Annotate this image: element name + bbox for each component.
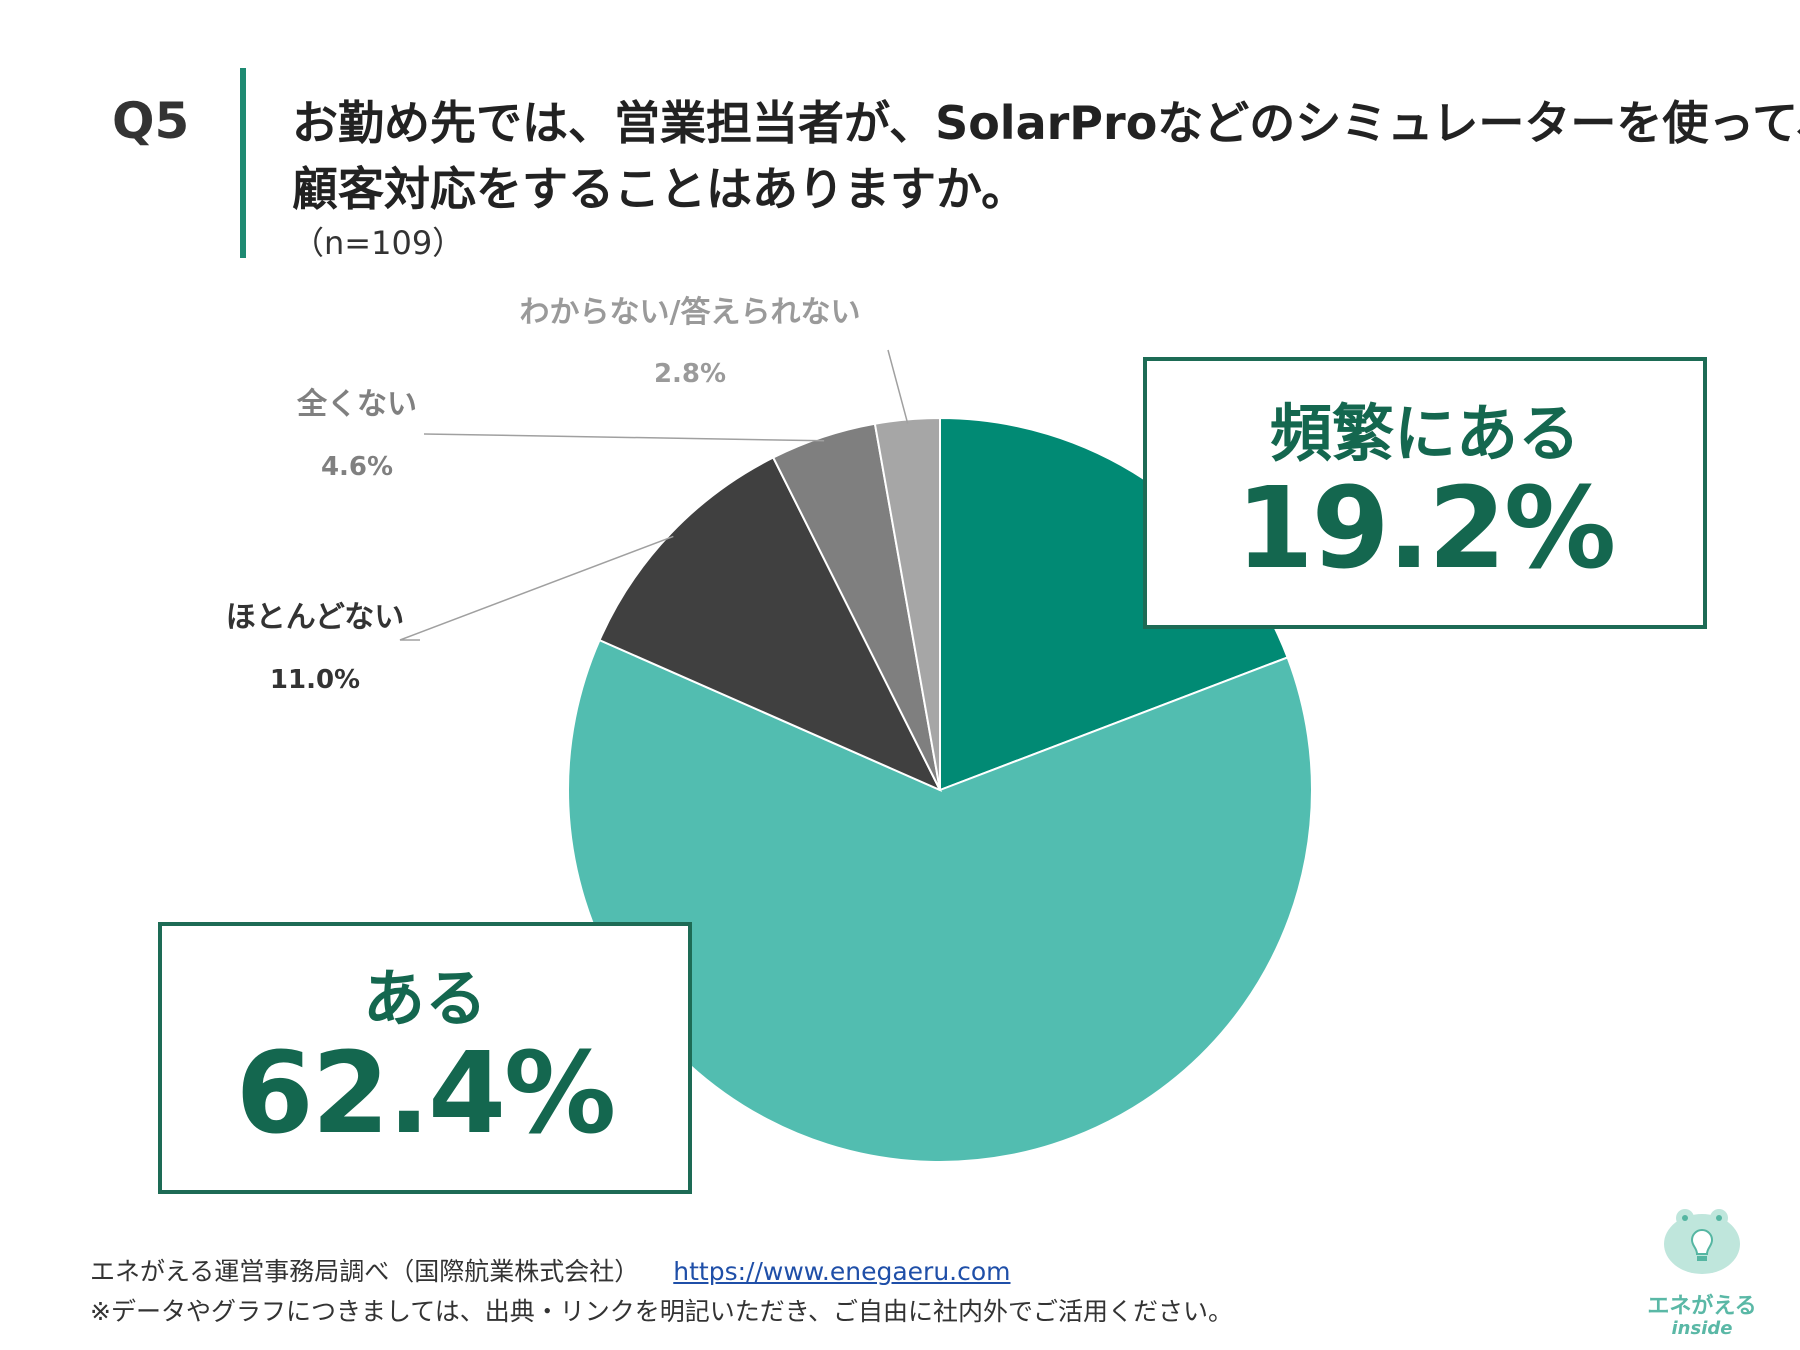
frog-bulb-icon bbox=[1664, 1209, 1740, 1274]
footer-source-line: エネがえる運営事務局調べ（国際航業株式会社） https://www.enegae… bbox=[90, 1252, 1233, 1292]
question-title-line-2: 顧客対応をすることはありますか。 bbox=[292, 162, 1028, 216]
callout-aru-label: ある bbox=[362, 962, 487, 1035]
slice-label-5: わからない/答えられない bbox=[520, 295, 861, 330]
slice-label-4: 全くない bbox=[296, 387, 417, 422]
footer-link[interactable]: https://www.enegaeru.com bbox=[673, 1257, 1011, 1286]
callout-frequent-label: 頻繁にある bbox=[1269, 397, 1580, 470]
question-number: Q5 bbox=[112, 92, 190, 150]
callout-frequent-value: 19.2% bbox=[1235, 464, 1617, 594]
leader-line-4 bbox=[423, 433, 825, 442]
logo-sub: inside bbox=[1671, 1318, 1733, 1339]
footer: エネがえる運営事務局調べ（国際航業株式会社） https://www.enegae… bbox=[90, 1252, 1233, 1332]
slice-label-3: ほとんどない bbox=[226, 600, 405, 635]
slice-value-3: 11.0% bbox=[270, 665, 360, 695]
callout-aru-value: 62.4% bbox=[235, 1029, 617, 1159]
leader-line-5 bbox=[887, 349, 909, 424]
question-title-line-1: お勤め先では、営業担当者が、SolarProなどのシミュレーターを使って、 bbox=[292, 96, 1800, 150]
footer-note: ※データやグラフにつきましては、出典・リンクを明記いただき、ご自由に社内外でご活… bbox=[90, 1297, 1233, 1326]
callout-aru: ある 62.4% bbox=[158, 922, 692, 1194]
pie-slice-2 bbox=[567, 638, 1313, 1163]
sample-size: （n=109） bbox=[292, 224, 465, 262]
leader-line-3 bbox=[399, 535, 674, 641]
brand-logo: エネがえる inside bbox=[1632, 1200, 1772, 1339]
slice-value-4: 4.6% bbox=[321, 452, 393, 482]
callout-frequent: 頻繁にある 19.2% bbox=[1143, 357, 1707, 629]
slice-value-5: 2.8% bbox=[654, 359, 726, 389]
logo-brand: エネがえる bbox=[1647, 1294, 1757, 1319]
pie-slice-3 bbox=[598, 456, 943, 793]
question-title: お勤め先では、営業担当者が、SolarProなどのシミュレーターを使って、 顧客… bbox=[292, 90, 1800, 222]
footer-source: エネがえる運営事務局調べ（国際航業株式会社） bbox=[90, 1257, 640, 1286]
title-accent-bar bbox=[240, 68, 246, 258]
